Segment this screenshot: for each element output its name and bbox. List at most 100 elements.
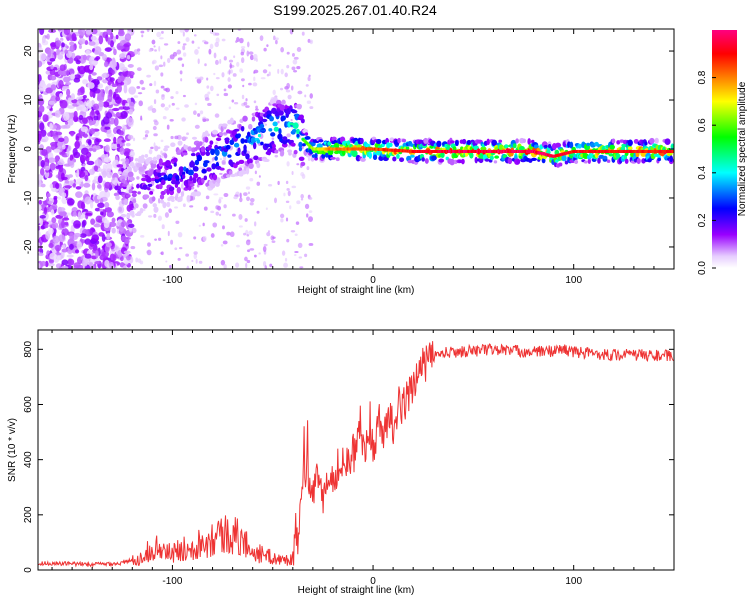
heatmap-cell [78,114,84,121]
heatmap-cell [131,190,138,194]
heatmap-cell [227,84,232,89]
heatmap-cell [240,126,245,132]
heatmap-cell [160,251,164,256]
heatmap-cell [141,177,147,182]
heatmap-cell [192,166,199,172]
heatmap-cell [259,123,265,129]
heatmap-cell [153,213,157,218]
heatmap-cell [248,51,254,55]
heatmap-cell [152,125,157,131]
heatmap-cell [182,45,186,51]
heatmap-cell [247,249,250,253]
heatmap-cell [608,153,614,157]
heatmap-cell [277,180,280,186]
y-tick-label: -20 [23,239,34,254]
heatmap-cell [42,114,49,123]
heatmap-cell [189,183,195,187]
heatmap-cell [95,56,101,60]
heatmap-cell [256,162,261,169]
heatmap-cell [253,69,259,74]
heatmap-cell [141,154,145,159]
heatmap-cell [246,196,250,202]
heatmap-cell [195,191,202,197]
heatmap-cell [308,197,313,200]
heatmap-cell [215,149,220,157]
heatmap-cell [63,228,68,235]
heatmap-cell [286,133,291,138]
heatmap-cell [122,43,130,52]
heatmap-cell [248,82,252,86]
heatmap-cell [65,69,70,77]
heatmap-cell [239,197,243,203]
heatmap-cell [308,216,313,222]
heatmap-cell [309,106,314,109]
heatmap-cell [113,91,117,98]
heatmap-cell [153,206,159,213]
heatmap-cell [239,37,244,44]
heatmap-cell [248,162,254,170]
heatmap-cell [147,242,151,247]
heatmap-cell [89,168,95,175]
heatmap-cell [299,114,304,120]
heatmap-cell [489,155,494,161]
heatmap-cell [245,98,248,102]
heatmap-cell [87,82,95,89]
heatmap-cell [40,225,45,230]
heatmap-cell [57,29,62,32]
heatmap-cell [206,85,210,89]
heatmap-cell [227,154,232,158]
heatmap-cell [240,51,245,56]
heatmap-cell [88,119,93,126]
heatmap-cell [65,82,72,86]
heatmap-cell [120,66,128,72]
heatmap-cell [298,156,305,161]
heatmap-cell [221,161,226,165]
heatmap-cell [204,63,207,67]
heatmap-cell [203,206,208,211]
heatmap-cell [213,52,217,59]
heatmap-cell [597,157,601,164]
heatmap-cell [198,224,201,227]
heatmap-cell [93,115,99,121]
heatmap-cell [266,73,270,77]
heatmap-cell [266,232,271,237]
heatmap-cell [142,137,147,140]
heatmap-cell [132,207,136,210]
heatmap-cell [263,158,270,163]
heatmap-cell [184,104,189,108]
heatmap-cell [147,157,153,161]
heatmap-cell [284,72,288,78]
heatmap-cell [67,105,75,109]
heatmap-cell [112,107,120,112]
heatmap-cell [212,174,218,181]
heatmap-cell [194,124,200,129]
heatmap-cell [109,40,114,48]
heatmap-cell [197,113,201,117]
heatmap-cell [56,48,61,56]
heatmap-cell [128,223,135,228]
heatmap-cell [624,158,629,164]
heatmap-cell [160,179,166,186]
heatmap-cell [77,96,84,100]
heatmap-cell [55,40,62,47]
heatmap-cell [203,175,208,181]
colorbar-gradient [712,30,737,268]
heatmap-cell [291,185,297,189]
heatmap-cell [47,200,53,205]
heatmap-cell [52,235,60,244]
heatmap-cell [91,234,100,242]
heatmap-cell [202,222,205,227]
heatmap-cell [252,142,257,150]
heatmap-cell [169,265,172,269]
heatmap-cell [318,139,324,143]
heatmap-cell [67,145,72,152]
heatmap-cell [266,44,269,48]
heatmap-cell [154,49,157,52]
heatmap-cell [304,94,307,98]
heatmap-cell [85,29,93,35]
heatmap-cell [530,157,537,162]
heatmap-cell [644,141,648,146]
heatmap-cell [321,153,326,159]
heatmap-cell [627,139,633,147]
heatmap-cell [126,54,131,60]
